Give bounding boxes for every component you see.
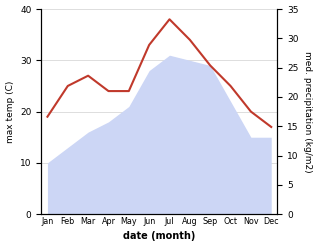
Y-axis label: max temp (C): max temp (C) <box>5 80 15 143</box>
Y-axis label: med. precipitation (kg/m2): med. precipitation (kg/m2) <box>303 51 313 172</box>
X-axis label: date (month): date (month) <box>123 231 196 242</box>
